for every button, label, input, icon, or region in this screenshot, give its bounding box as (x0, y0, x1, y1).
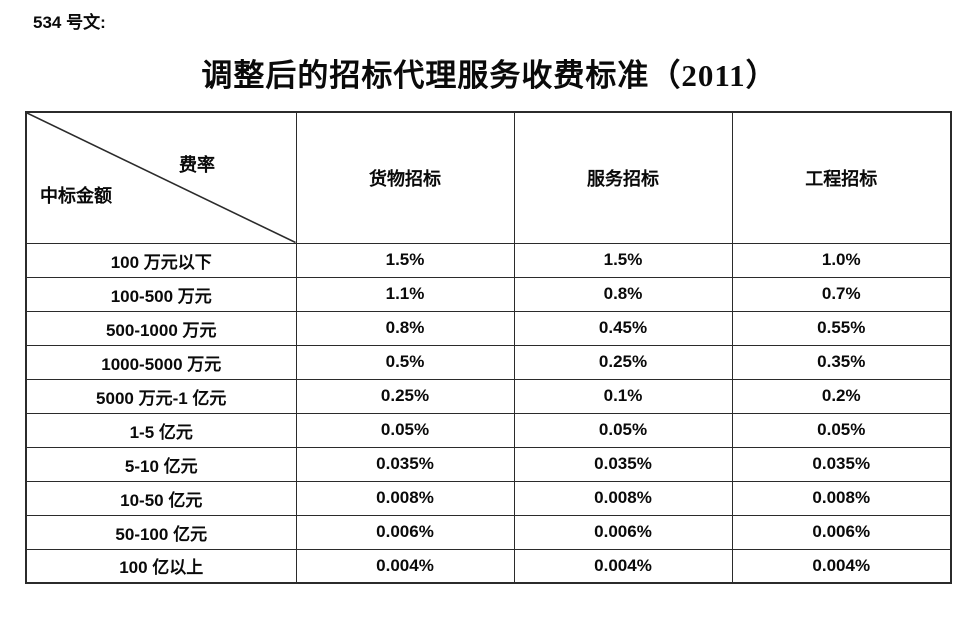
table-row: 5-10 亿元 0.035% 0.035% 0.035% (25, 446, 952, 482)
fee-value: 0.25% (295, 378, 515, 414)
row-label: 100 万元以下 (25, 242, 297, 278)
fee-value: 1.1% (295, 276, 515, 312)
table-row: 100-500 万元 1.1% 0.8% 0.7% (25, 276, 952, 312)
corner-label-fee-rate: 费率 (179, 155, 215, 175)
fee-value: 0.004% (295, 548, 515, 584)
corner-header-cell: 费率 中标金额 (25, 111, 297, 244)
fee-value: 0.2% (731, 378, 952, 414)
fee-value: 0.05% (295, 412, 515, 448)
row-label: 10-50 亿元 (25, 480, 297, 516)
diagonal-divider-line (27, 113, 295, 242)
fee-value: 0.008% (513, 480, 733, 516)
row-label: 1-5 亿元 (25, 412, 297, 448)
row-label: 5-10 亿元 (25, 446, 297, 482)
column-header-engineering-bidding: 工程招标 (731, 111, 952, 244)
fee-value: 0.035% (295, 446, 515, 482)
fee-value: 0.006% (731, 514, 952, 550)
fee-value: 0.35% (731, 344, 952, 380)
row-label: 5000 万元-1 亿元 (25, 378, 297, 414)
fee-value: 0.004% (731, 548, 952, 584)
row-label: 50-100 亿元 (25, 514, 297, 550)
fee-value: 0.008% (295, 480, 515, 516)
page-title: 调整后的招标代理服务收费标准（2011） (201, 58, 778, 93)
table-row: 1000-5000 万元 0.5% 0.25% 0.35% (25, 344, 952, 380)
fee-value: 0.05% (731, 412, 952, 448)
fee-value: 0.004% (513, 548, 733, 584)
fee-value: 1.0% (731, 242, 952, 278)
fee-value: 0.008% (731, 480, 952, 516)
row-label: 500-1000 万元 (25, 310, 297, 346)
fee-value: 1.5% (295, 242, 515, 278)
table-row: 100 亿以上 0.004% 0.004% 0.004% (25, 548, 952, 584)
row-label: 100-500 万元 (25, 276, 297, 312)
row-label: 1000-5000 万元 (25, 344, 297, 380)
fee-value: 0.5% (295, 344, 515, 380)
column-header-service-bidding: 服务招标 (513, 111, 733, 244)
table-row: 500-1000 万元 0.8% 0.45% 0.55% (25, 310, 952, 346)
fee-value: 1.5% (513, 242, 733, 278)
fee-value: 0.006% (513, 514, 733, 550)
corner-label-bid-amount: 中标金额 (40, 186, 112, 206)
fee-value: 0.8% (295, 310, 515, 346)
table-row: 10-50 亿元 0.008% 0.008% 0.008% (25, 480, 952, 516)
fee-value: 0.006% (295, 514, 515, 550)
fee-value: 0.035% (731, 446, 952, 482)
table-row: 5000 万元-1 亿元 0.25% 0.1% 0.2% (25, 378, 952, 414)
table-row: 1-5 亿元 0.05% 0.05% 0.05% (25, 412, 952, 448)
doc-number-label: 534 号文: (33, 13, 106, 32)
fee-value: 0.05% (513, 412, 733, 448)
column-header-goods-bidding: 货物招标 (295, 111, 515, 244)
fee-value: 0.8% (513, 276, 733, 312)
row-label: 100 亿以上 (25, 548, 297, 584)
fee-value: 0.1% (513, 378, 733, 414)
fee-value: 0.55% (731, 310, 952, 346)
table-row: 50-100 亿元 0.006% 0.006% 0.006% (25, 514, 952, 550)
table-row: 100 万元以下 1.5% 1.5% 1.0% (25, 242, 952, 278)
fee-value: 0.25% (513, 344, 733, 380)
fee-value: 0.035% (513, 446, 733, 482)
fee-value: 0.7% (731, 276, 952, 312)
fee-value: 0.45% (513, 310, 733, 346)
fee-rate-table: 费率 中标金额 货物招标 服务招标 工程招标 100 万元以下 1.5% 1.5… (25, 111, 952, 584)
table-header-row: 费率 中标金额 货物招标 服务招标 工程招标 (25, 111, 952, 244)
